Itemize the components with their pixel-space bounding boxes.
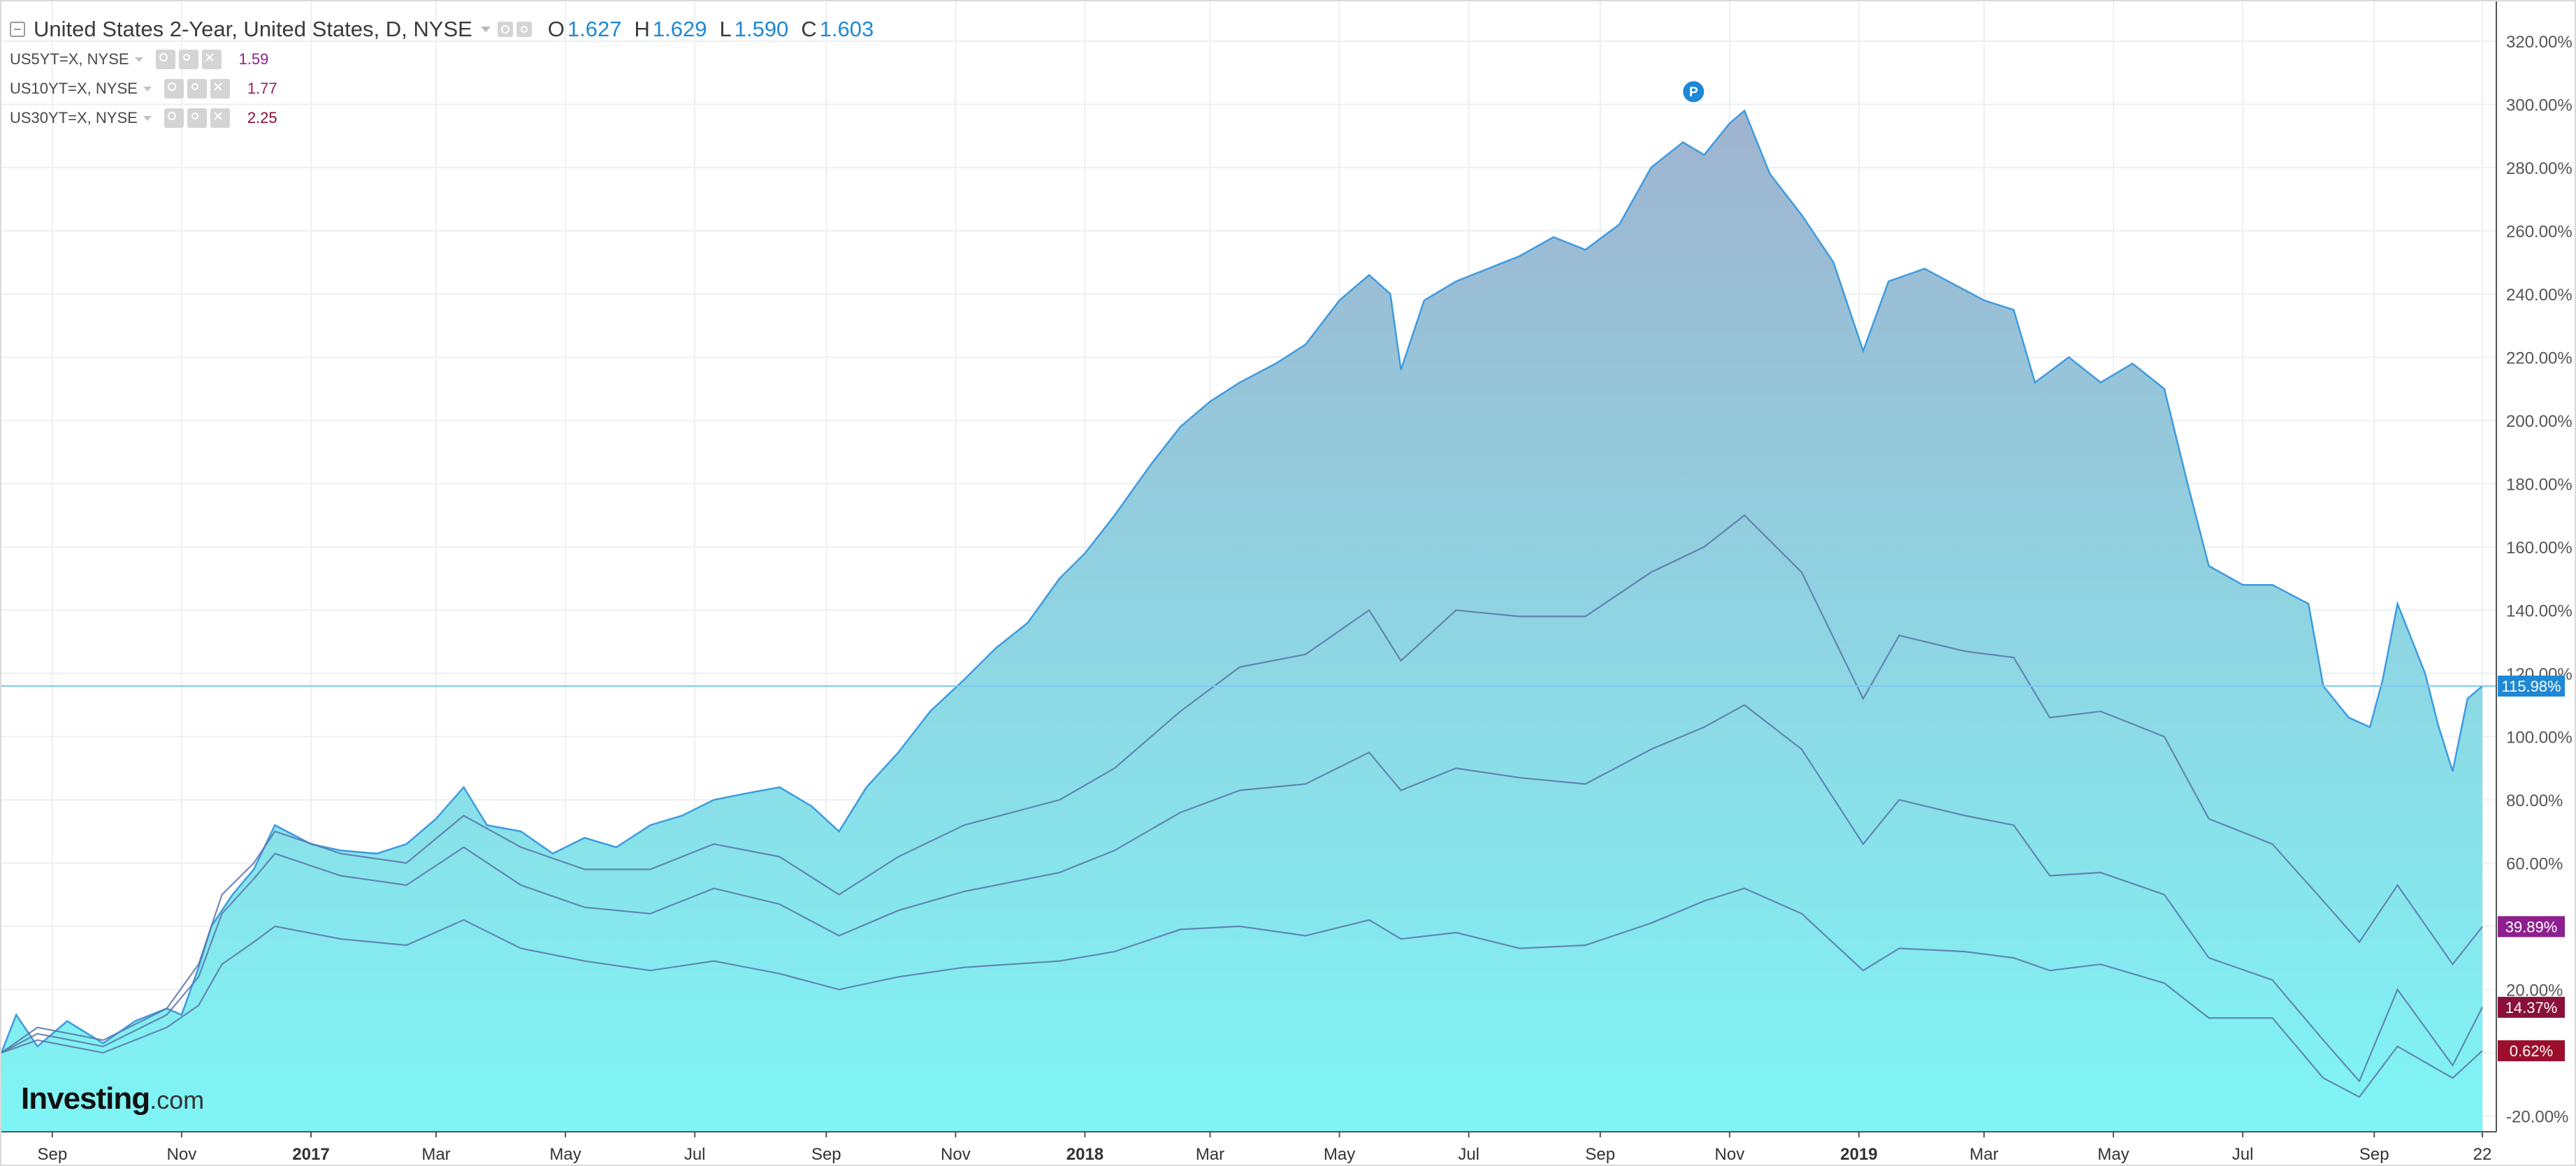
visibility-icon[interactable] [155,50,175,69]
high-value: 1.629 [652,17,707,41]
x-tick-label: Mar [1969,1145,1998,1164]
close-value: 1.603 [819,17,874,41]
gear-icon[interactable] [187,79,207,99]
y-tick-label: 60.00% [2506,854,2563,873]
x-tick-label: May [2097,1145,2129,1164]
x-tick-label: Mar [1196,1145,1224,1164]
last-value-badge [2498,996,2565,1018]
x-tick-label: Sep [2359,1145,2389,1164]
event-marker [1683,81,1705,103]
x-tick-label: May [549,1145,581,1164]
close-icon[interactable] [210,108,230,128]
last-value-label: 14.37% [2505,999,2558,1016]
x-tick-label: Sep [1585,1145,1615,1164]
last-value-label: 0.62% [2510,1042,2553,1060]
x-tick-label: 22 [2473,1145,2492,1164]
series-line-us30yt [1,887,2483,1098]
visibility-icon[interactable] [164,108,184,128]
y-tick-label: 280.00% [2506,159,2573,178]
gear-icon[interactable] [178,50,198,69]
close-label: C [801,17,817,41]
study-name: US30YT=X, NYSE [10,109,138,126]
x-tick-label: Mar [421,1145,450,1164]
study-name: US5YT=X, NYSE [10,50,129,68]
chart-header: United States 2-Year, United States, D, … [10,13,874,46]
x-tick-label: Nov [167,1145,197,1164]
y-tick-label: 300.00% [2506,96,2573,115]
low-label: L [719,17,732,41]
y-tick-label: -20.00% [2506,1107,2568,1126]
chart-title: United States 2-Year, United States, D, … [34,17,472,41]
x-tick-label: Jul [2232,1145,2254,1164]
last-value-badge [2498,916,2565,938]
series-area-fill [1,110,2482,1132]
study-row-us30yt: US30YT=X, NYSE 2.25 [10,105,277,131]
collapse-icon[interactable] [10,22,25,37]
visibility-icon[interactable] [164,79,184,99]
x-tick-label: Sep [811,1145,841,1164]
study-value: 1.77 [247,80,277,97]
x-tick-label: Jul [684,1145,706,1164]
investing-logo: Investing.com [21,1081,205,1116]
gear-icon[interactable] [187,108,207,128]
y-tick-label: 240.00% [2506,286,2573,305]
open-label: O [547,17,565,41]
chevron-down-icon[interactable] [134,57,143,62]
y-tick-label: 180.00% [2506,475,2573,494]
x-tick-label: Nov [941,1145,971,1164]
y-tick-label: 100.00% [2506,728,2573,747]
study-value: 2.25 [247,109,277,126]
series-line-us10yt [1,704,2483,1083]
last-value-label: 115.98% [2501,678,2561,695]
x-tick-label: 2019 [1840,1145,1877,1164]
high-label: H [634,17,650,41]
visibility-icon[interactable] [497,22,513,37]
series-line-us5yt [1,514,2483,1054]
y-tick-label: 140.00% [2506,602,2573,620]
chevron-down-icon[interactable] [480,27,491,32]
x-tick-label: Nov [1715,1145,1745,1164]
x-tick-label: 2017 [292,1145,329,1164]
close-icon[interactable] [210,79,230,99]
open-value: 1.627 [567,17,622,41]
y-tick-label: 160.00% [2506,539,2573,558]
study-row-us10yt: US10YT=X, NYSE 1.77 [10,76,277,101]
study-name: US10YT=X, NYSE [10,80,138,97]
gear-icon[interactable] [516,22,532,37]
y-tick-label: 80.00% [2506,792,2563,810]
y-tick-label: 320.00% [2506,33,2573,52]
last-value-badge [2498,676,2565,697]
last-value-badge [2498,1040,2565,1062]
chevron-down-icon[interactable] [143,115,152,121]
event-marker-label: P [1689,85,1698,100]
study-row-us5yt: US5YT=X, NYSE 1.59 [10,47,268,72]
x-tick-label: 2018 [1066,1145,1104,1164]
low-value: 1.590 [734,17,789,41]
chevron-down-icon[interactable] [143,86,152,92]
y-tick-label: 220.00% [2506,349,2573,367]
x-tick-label: May [1324,1145,1355,1164]
x-tick-label: Sep [37,1145,67,1164]
x-tick-label: Jul [1458,1145,1479,1164]
close-icon[interactable] [201,50,222,69]
series-line-us2y [1,109,2483,1054]
study-value: 1.59 [238,50,269,68]
y-tick-label: 200.00% [2506,412,2573,431]
last-value-label: 39.89% [2505,918,2558,935]
y-tick-label: 260.00% [2506,222,2573,241]
plot-area [1,109,2496,1132]
